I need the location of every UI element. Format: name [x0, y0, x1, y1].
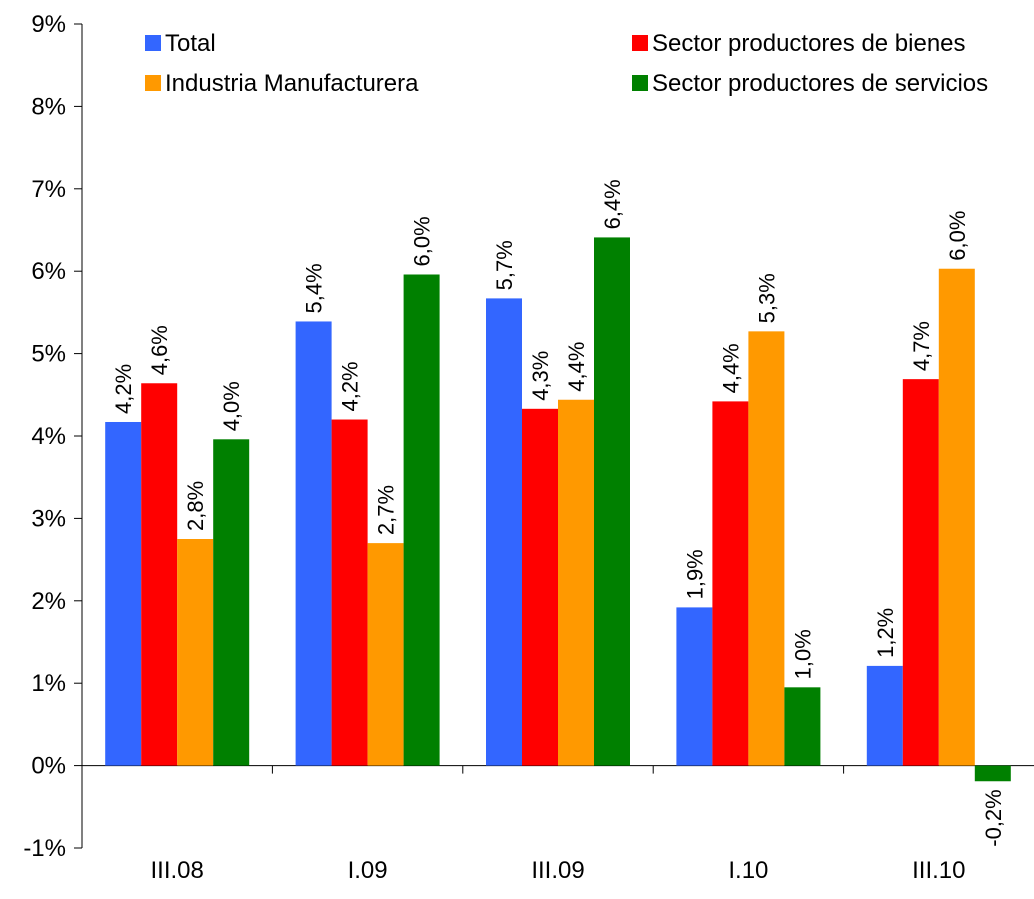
data-label: 4,4% [564, 342, 589, 392]
data-label: 1,0% [790, 629, 815, 679]
bar [486, 298, 522, 766]
data-label: 4,7% [909, 321, 934, 371]
legend-swatch [145, 75, 161, 91]
bar [403, 274, 440, 766]
bar [367, 543, 404, 766]
bar [866, 665, 903, 766]
data-label: 1,2% [873, 608, 898, 658]
y-tick-label: -1% [23, 835, 66, 862]
data-label: 5,4% [302, 263, 327, 313]
x-tick-label: I.09 [348, 857, 388, 884]
x-tick-label: III.10 [912, 857, 965, 884]
bar [295, 321, 332, 766]
bar [105, 421, 142, 766]
legend-label: Total [165, 30, 216, 57]
data-label: 1,9% [682, 549, 707, 599]
data-label: 4,2% [338, 361, 363, 411]
data-label: -0,2% [981, 789, 1006, 846]
y-tick-label: 3% [31, 505, 66, 532]
data-label: 4,2% [111, 364, 136, 414]
data-label: 2,8% [183, 481, 208, 531]
bar [213, 439, 250, 766]
bar [748, 331, 785, 766]
data-label: 4,6% [147, 325, 172, 375]
legend-swatch [145, 35, 161, 51]
legend-label: Sector productores de servicios [652, 70, 988, 97]
data-label: 6,4% [600, 179, 625, 229]
data-label: 2,7% [374, 485, 399, 535]
bar [177, 539, 214, 766]
x-tick-label: III.09 [531, 857, 584, 884]
data-label: 5,3% [754, 273, 779, 323]
data-label: 4,0% [219, 381, 244, 431]
bars [105, 237, 1011, 782]
bar [331, 419, 368, 766]
x-tick-label: III.08 [151, 857, 204, 884]
data-label: 6,0% [945, 211, 970, 261]
y-tick-label: 1% [31, 670, 66, 697]
bar [558, 399, 594, 766]
y-tick-label: 5% [31, 341, 66, 368]
bar [974, 765, 1011, 782]
data-label: 6,0% [410, 216, 435, 266]
data-labels: 4,2% 5,4% 5,7% 1,9% 1,2% 4,6% 4,2% 4,3% 4,4% 4,7%… [111, 179, 1006, 846]
bar [712, 401, 749, 766]
y-tick-label: 9% [31, 11, 66, 38]
axes: -1% 0% 1% 2% 3% 4% 5% 6% 7% 8% 9% III.08 I.09 III.09 I… [23, 11, 1034, 884]
bar [594, 237, 630, 766]
legend-label: Sector productores de bienes [652, 30, 966, 57]
data-label: 4,3% [528, 351, 553, 401]
y-tick-label: 7% [31, 176, 66, 203]
y-tick-label: 2% [31, 588, 66, 615]
data-label: 5,7% [492, 240, 517, 290]
legend-swatch [632, 75, 648, 91]
bar [141, 383, 178, 766]
bar [938, 268, 975, 766]
legend-label: Industria Manufacturera [165, 70, 419, 97]
bar [676, 607, 713, 766]
legend-swatch [632, 35, 648, 51]
x-tick-label: I.10 [728, 857, 768, 884]
bar [902, 379, 939, 766]
bar [784, 687, 821, 766]
y-tick-label: 4% [31, 423, 66, 450]
y-tick-label: 8% [31, 93, 66, 120]
y-tick-label: 6% [31, 258, 66, 285]
bar [522, 408, 558, 766]
legend: Total Sector productores de bienes Industr… [145, 30, 988, 97]
data-label: 4,4% [718, 343, 743, 393]
y-tick-label: 0% [31, 753, 66, 780]
